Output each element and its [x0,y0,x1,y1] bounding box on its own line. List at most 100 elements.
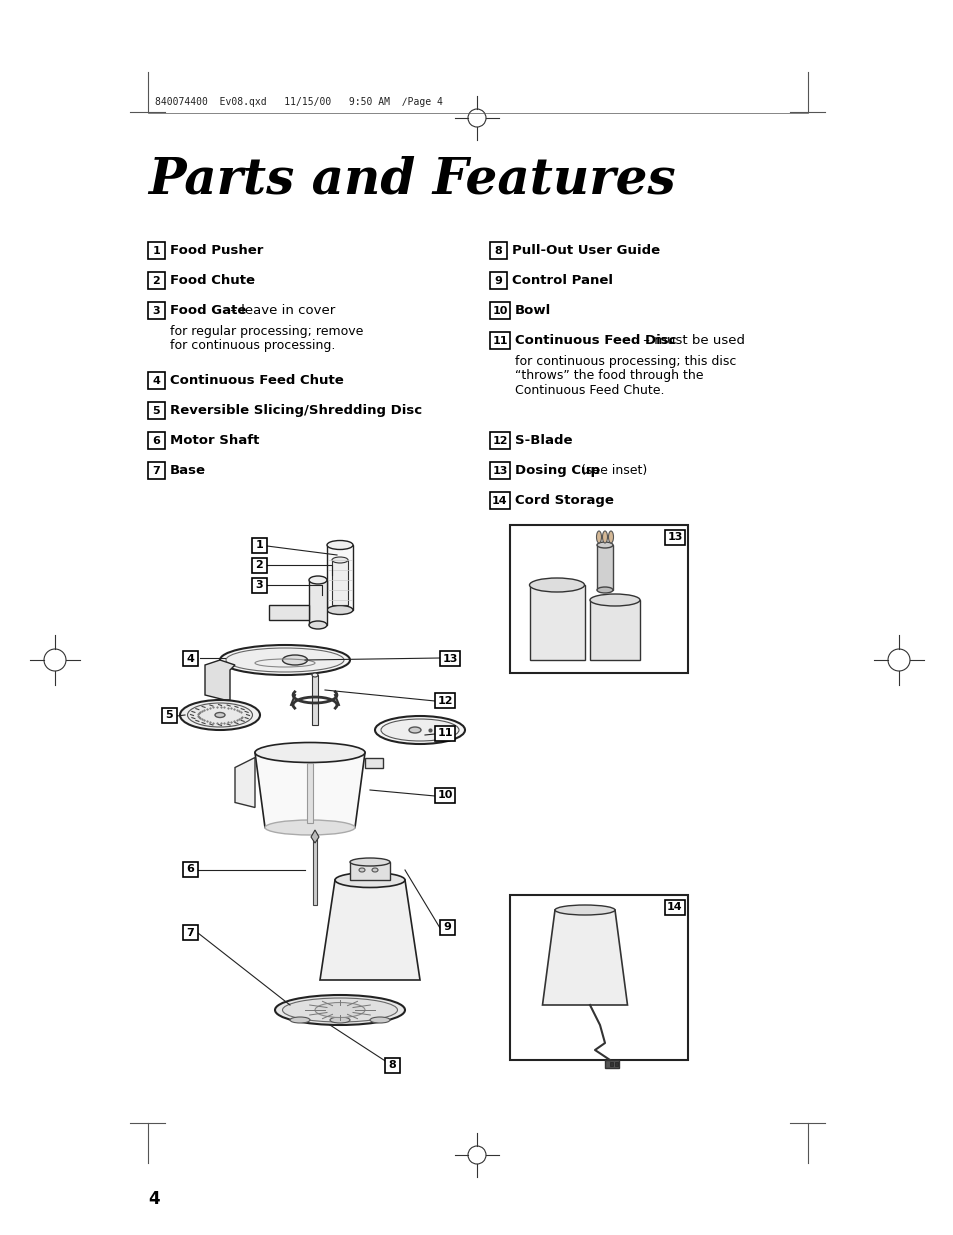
Bar [664,900,684,915]
Bar [490,242,506,259]
Bar [148,303,165,319]
Bar [148,432,165,450]
Text: 6: 6 [187,864,194,874]
Text: “throws” the food through the: “throws” the food through the [515,369,702,383]
Ellipse shape [555,905,615,915]
Text: 840074400  Ev08.qxd   11/15/00   9:50 AM  ∕Page 4: 840074400 Ev08.qxd 11/15/00 9:50 AM ∕Pag… [154,98,442,107]
Bar [327,545,353,610]
Polygon shape [311,830,318,844]
Bar [490,272,506,289]
Ellipse shape [332,557,348,563]
Ellipse shape [409,727,420,734]
Bar [307,762,313,823]
Ellipse shape [596,531,601,543]
Text: 12: 12 [492,436,507,446]
Ellipse shape [309,621,327,629]
Text: 11: 11 [492,336,507,346]
Ellipse shape [375,716,464,743]
Text: – must be used: – must be used [639,333,744,347]
Bar [439,651,459,666]
Ellipse shape [254,742,365,762]
Text: 8: 8 [388,1061,395,1071]
Ellipse shape [265,820,355,835]
Ellipse shape [350,858,390,866]
Bar [148,372,165,389]
Text: Bowl: Bowl [515,304,551,317]
Ellipse shape [597,587,613,593]
Text: Continuous Feed Chute.: Continuous Feed Chute. [515,384,664,396]
Text: – leave in cover: – leave in cover [226,304,335,317]
Ellipse shape [380,719,458,741]
Bar [435,693,455,708]
Bar [615,1062,618,1066]
Bar [309,580,327,625]
Ellipse shape [327,605,353,615]
Ellipse shape [214,713,225,718]
Text: 4: 4 [148,1191,159,1208]
Bar [435,788,455,803]
Ellipse shape [608,531,613,543]
Ellipse shape [309,576,327,584]
Ellipse shape [589,594,639,606]
Text: 10: 10 [436,790,453,800]
Text: 12: 12 [436,695,453,705]
Ellipse shape [313,834,316,836]
Bar [313,835,316,905]
Bar [183,862,198,877]
Bar [332,559,348,605]
Text: 14: 14 [666,903,682,913]
Bar [490,462,510,479]
Ellipse shape [330,1016,350,1023]
Ellipse shape [282,655,307,664]
Text: S-Blade: S-Blade [515,433,572,447]
Text: Motor Shaft: Motor Shaft [170,433,259,447]
Text: Food Pusher: Food Pusher [170,245,263,257]
Bar [597,545,613,590]
Bar [252,578,267,593]
Bar [385,1058,399,1073]
Ellipse shape [312,673,317,677]
Text: Control Panel: Control Panel [512,274,613,287]
Text: 1: 1 [152,246,160,256]
Text: Dosing Cup: Dosing Cup [515,464,599,477]
Ellipse shape [529,578,584,592]
Bar [312,676,317,725]
Bar [350,862,390,881]
Bar [490,432,510,450]
Text: 11: 11 [436,729,453,739]
Text: Reversible Slicing/Shredding Disc: Reversible Slicing/Shredding Disc [170,404,421,417]
Text: Parts and Features: Parts and Features [148,156,675,204]
Text: 7: 7 [152,466,160,475]
Text: 13: 13 [666,532,682,542]
Polygon shape [234,757,254,808]
Text: 2: 2 [152,275,160,285]
Polygon shape [254,752,365,827]
Text: 5: 5 [166,710,173,720]
Ellipse shape [314,1003,365,1018]
Bar [183,925,198,940]
Ellipse shape [290,1016,310,1023]
Bar [510,525,687,673]
Bar [252,558,267,573]
Text: Continuous Feed Disc: Continuous Feed Disc [515,333,676,347]
Text: 5: 5 [152,405,160,415]
Polygon shape [542,910,627,1005]
Text: 2: 2 [255,561,263,571]
Text: 1: 1 [255,541,263,551]
Ellipse shape [602,531,607,543]
Text: Cord Storage: Cord Storage [515,494,613,508]
Text: 8: 8 [494,246,502,256]
Ellipse shape [274,995,405,1025]
Text: 10: 10 [492,305,507,315]
Text: for regular processing; remove: for regular processing; remove [170,326,363,338]
Bar [490,492,510,509]
Bar [148,403,165,419]
Text: 13: 13 [492,466,507,475]
Bar [439,920,455,935]
Ellipse shape [226,648,344,672]
Text: Pull-Out User Guide: Pull-Out User Guide [512,245,659,257]
Bar [148,462,165,479]
Text: 7: 7 [187,927,194,937]
Text: 4: 4 [152,375,160,385]
Text: 9: 9 [494,275,502,285]
